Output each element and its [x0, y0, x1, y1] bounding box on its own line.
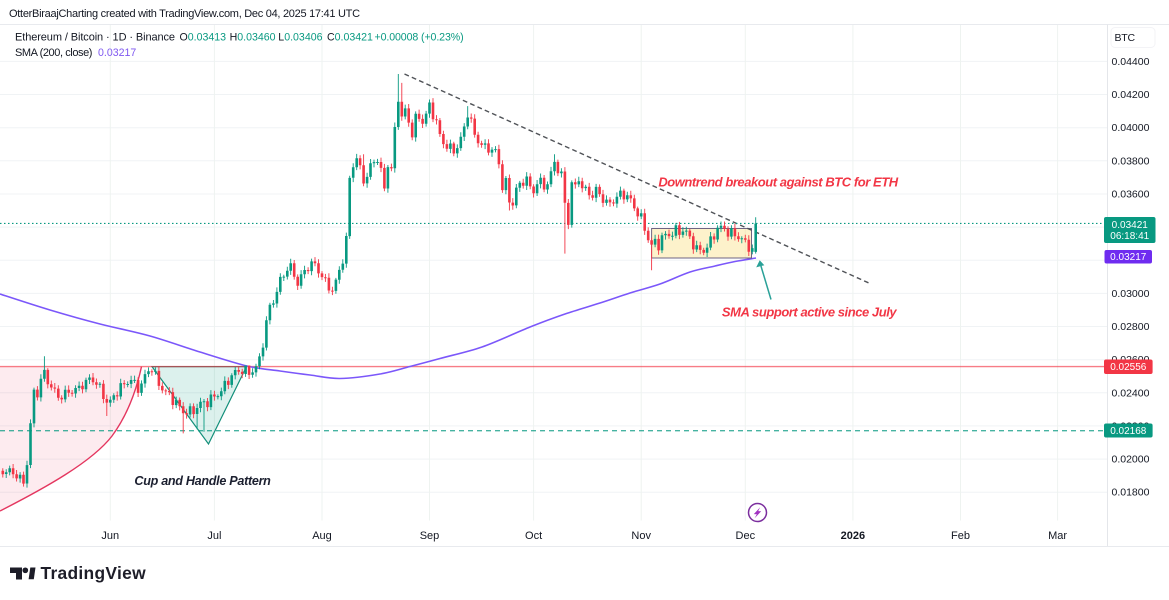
- svg-text:0.03600: 0.03600: [1112, 189, 1150, 201]
- svg-text:Mar: Mar: [1048, 530, 1067, 542]
- svg-text:BTC: BTC: [1115, 32, 1136, 44]
- svg-text:Jul: Jul: [207, 530, 221, 542]
- svg-text:SMA support active since July: SMA support active since July: [722, 305, 898, 320]
- svg-text:SMA (200, close): SMA (200, close): [15, 47, 92, 59]
- svg-text:Downtrend breakout against BTC: Downtrend breakout against BTC for ETH: [658, 175, 898, 190]
- svg-text:0.02800: 0.02800: [1112, 321, 1150, 333]
- svg-text:Jun: Jun: [101, 530, 119, 542]
- svg-text:+0.00008 (+0.23%): +0.00008 (+0.23%): [375, 32, 464, 44]
- svg-text:0.03000: 0.03000: [1112, 288, 1150, 300]
- svg-text:O0.03413: O0.03413: [180, 32, 227, 44]
- svg-text:0.03421: 0.03421: [1112, 220, 1149, 231]
- svg-text:TradingView: TradingView: [41, 563, 147, 583]
- svg-text:0.04400: 0.04400: [1112, 56, 1150, 68]
- svg-text:Aug: Aug: [312, 530, 332, 542]
- svg-text:0.03800: 0.03800: [1112, 155, 1150, 167]
- svg-text:0.04000: 0.04000: [1112, 122, 1150, 134]
- svg-text:Cup and Handle Pattern: Cup and Handle Pattern: [134, 474, 271, 488]
- svg-text:0.01800: 0.01800: [1112, 487, 1150, 499]
- svg-text:H0.03460: H0.03460: [230, 32, 276, 44]
- svg-text:Nov: Nov: [631, 530, 651, 542]
- svg-text:Feb: Feb: [951, 530, 970, 542]
- svg-text:Dec: Dec: [736, 530, 756, 542]
- svg-text:0.03217: 0.03217: [1110, 252, 1147, 263]
- svg-text:C0.03421: C0.03421: [327, 32, 373, 44]
- svg-text:2026: 2026: [841, 530, 865, 542]
- svg-text:Ethereum / Bitcoin · 1D · Bina: Ethereum / Bitcoin · 1D · Binance: [15, 32, 175, 44]
- svg-text:0.04200: 0.04200: [1112, 89, 1150, 101]
- svg-text:06:18:41: 06:18:41: [1110, 231, 1149, 242]
- svg-text:Sep: Sep: [420, 530, 440, 542]
- svg-text:0.02168: 0.02168: [1110, 426, 1147, 437]
- svg-text:0.02000: 0.02000: [1112, 454, 1150, 466]
- svg-text:0.02556: 0.02556: [1110, 362, 1147, 373]
- svg-text:OtterBiraajCharting created wi: OtterBiraajCharting created with Trading…: [9, 8, 360, 20]
- svg-text:L0.03406: L0.03406: [278, 32, 322, 44]
- svg-text:0.02400: 0.02400: [1112, 387, 1150, 399]
- svg-text:Oct: Oct: [525, 530, 542, 542]
- svg-text:0.03217: 0.03217: [98, 47, 136, 59]
